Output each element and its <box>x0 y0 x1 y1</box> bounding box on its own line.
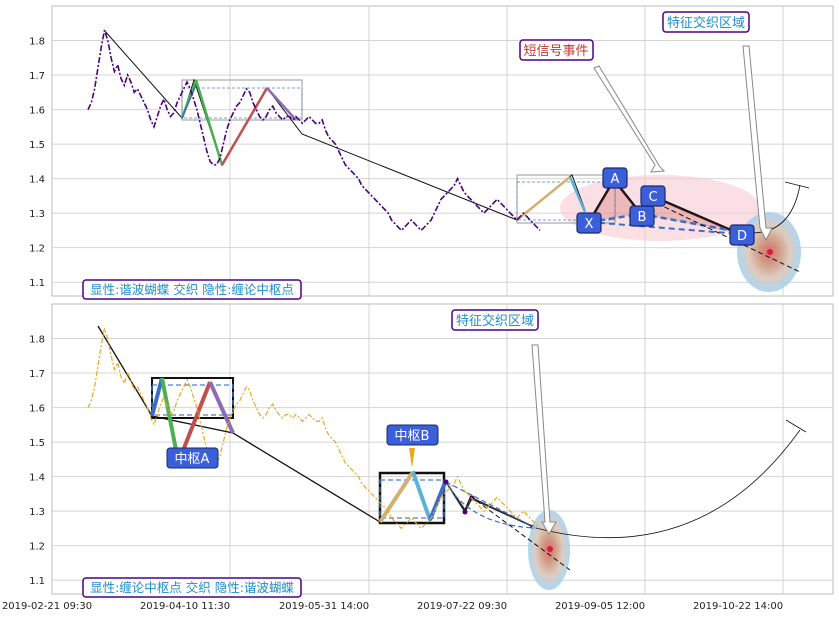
svg-text:D: D <box>737 229 747 244</box>
top-projection-tick <box>784 181 810 189</box>
harmonic-point-d: D <box>729 224 755 246</box>
zone-callout-arrow-bottom <box>531 344 557 535</box>
bottom-pivot-2 <box>462 509 468 515</box>
bottom-leg-purple <box>208 381 235 434</box>
hub-b-pointer <box>409 448 415 468</box>
hub-b-rect-inner <box>379 479 445 519</box>
harmonic-point-x: X <box>576 212 602 234</box>
hub-b-label: 中枢B <box>386 424 439 446</box>
top-decorations <box>103 29 810 292</box>
top-leg-tan <box>516 176 571 221</box>
harmonic-xd-dash <box>588 221 741 235</box>
bottom-projection-arc <box>535 429 801 539</box>
top-leg-cyan <box>568 176 587 213</box>
hub-a-label: 中枢A <box>166 447 219 469</box>
top-panel-frame <box>51 5 834 297</box>
svg-text:X: X <box>585 217 594 232</box>
top-leg-purple <box>266 87 297 121</box>
bottom-harmonic-dash-1 <box>445 481 537 529</box>
y-tick-label: 1.3 <box>29 507 45 518</box>
bottom-leg-red <box>182 381 212 449</box>
price-line <box>87 328 541 530</box>
top-zone-label: 特征交织区域 <box>662 11 750 33</box>
x-tick-label: 2019-05-31 14:00 <box>279 601 369 612</box>
bottom-pivot-1 <box>443 479 449 485</box>
harmonic-point-c: C <box>640 185 666 207</box>
y-tick-label: 1.4 <box>29 175 45 186</box>
zone-callout-arrow-top <box>742 45 773 242</box>
y-tick-label: 1.2 <box>29 244 45 255</box>
y-tick-label: 1.8 <box>29 37 45 48</box>
top-hub-rect-2-inner <box>516 181 616 221</box>
x-tick-label: 2019-07-22 09:30 <box>417 601 507 612</box>
svg-text:A: A <box>611 172 620 187</box>
y-tick-label: 1.5 <box>29 438 45 449</box>
svg-text:显性:谐波蝴蝶 交织 隐性:缠论中枢点: 显性:谐波蝴蝶 交织 隐性:缠论中枢点 <box>90 282 294 297</box>
svg-text:C: C <box>648 190 657 205</box>
y-tick-label: 1.4 <box>29 473 45 484</box>
bottom-leg-cyan <box>411 471 432 521</box>
harmonic-triangle-1 <box>589 180 641 222</box>
y-tick-label: 1.2 <box>29 542 45 553</box>
svg-text:B: B <box>638 210 647 225</box>
bottom-zone-label: 特征交织区域 <box>451 309 539 331</box>
bottom-legend-text: 显性:缠论中枢点 交织 隐性:谐波蝴蝶 <box>82 577 302 598</box>
harmonic-bd-dash <box>640 212 741 234</box>
hub-a-rect-inner <box>151 384 234 416</box>
x-tick-label: 2019-04-10 11:30 <box>140 601 230 612</box>
svg-text:特征交织区域: 特征交织区域 <box>667 15 745 31</box>
x-tick-label: 2019-09-05 12:00 <box>555 601 645 612</box>
bottom-leg-green <box>160 377 178 451</box>
y-tick-label: 1.1 <box>29 576 45 587</box>
y-tick-label: 1.8 <box>29 335 45 346</box>
price-line <box>87 29 541 232</box>
svg-text:显性:缠论中枢点 交织 隐性:谐波蝴蝶: 显性:缠论中枢点 交织 隐性:谐波蝴蝶 <box>90 580 294 595</box>
svg-text:中枢B: 中枢B <box>395 429 430 444</box>
harmonic-point-b: B <box>629 205 655 227</box>
top-target-dot <box>767 249 773 255</box>
bottom-harmonic-line <box>445 481 537 529</box>
bottom-y-axis: 1.1 1.2 1.3 1.4 1.5 1.6 1.7 1.8 <box>29 335 45 588</box>
signal-event-label: 短信号事件 <box>519 39 594 61</box>
top-leg-red <box>220 87 269 166</box>
bottom-decorations <box>97 325 807 590</box>
bottom-target-dot <box>547 546 553 552</box>
svg-text:特征交织区域: 特征交织区域 <box>456 313 534 329</box>
top-hub-rect-1-inner <box>181 87 303 119</box>
signal-callout-arrow <box>593 65 666 173</box>
top-legend-text: 显性:谐波蝴蝶 交织 隐性:缠论中枢点 <box>82 279 302 300</box>
bottom-harmonic-curve <box>445 481 537 529</box>
y-tick-label: 1.7 <box>29 71 45 82</box>
x-tick-label: 2019-02-21 09:30 <box>2 601 92 612</box>
top-leg-green-2 <box>194 79 224 166</box>
harmonic-point-a: A <box>602 167 628 189</box>
top-y-axis: 1.1 1.2 1.3 1.4 1.5 1.6 1.7 1.8 <box>29 37 45 290</box>
top-leg-blue <box>181 84 197 119</box>
top-price-series <box>87 29 541 232</box>
y-tick-label: 1.6 <box>29 106 45 117</box>
bottom-leg-tan <box>378 470 415 524</box>
bottom-leg-blue-1 <box>150 377 164 417</box>
bottom-leg-blue-2 <box>428 479 448 521</box>
top-target-dashline <box>649 199 801 273</box>
y-tick-label: 1.3 <box>29 209 45 220</box>
svg-text:中枢A: 中枢A <box>175 452 210 467</box>
x-axis: 2019-02-21 09:30 2019-04-10 11:30 2019-05-… <box>2 601 783 612</box>
bottom-projection-tick <box>785 419 807 433</box>
y-tick-label: 1.5 <box>29 140 45 151</box>
svg-text:短信号事件: 短信号事件 <box>523 44 588 59</box>
harmonic-triangle-2 <box>641 196 740 234</box>
y-tick-label: 1.1 <box>29 278 45 289</box>
y-tick-label: 1.6 <box>29 404 45 415</box>
x-tick-label: 2019-10-22 14:00 <box>693 601 783 612</box>
bottom-price-series <box>87 328 541 530</box>
y-tick-label: 1.7 <box>29 369 45 380</box>
